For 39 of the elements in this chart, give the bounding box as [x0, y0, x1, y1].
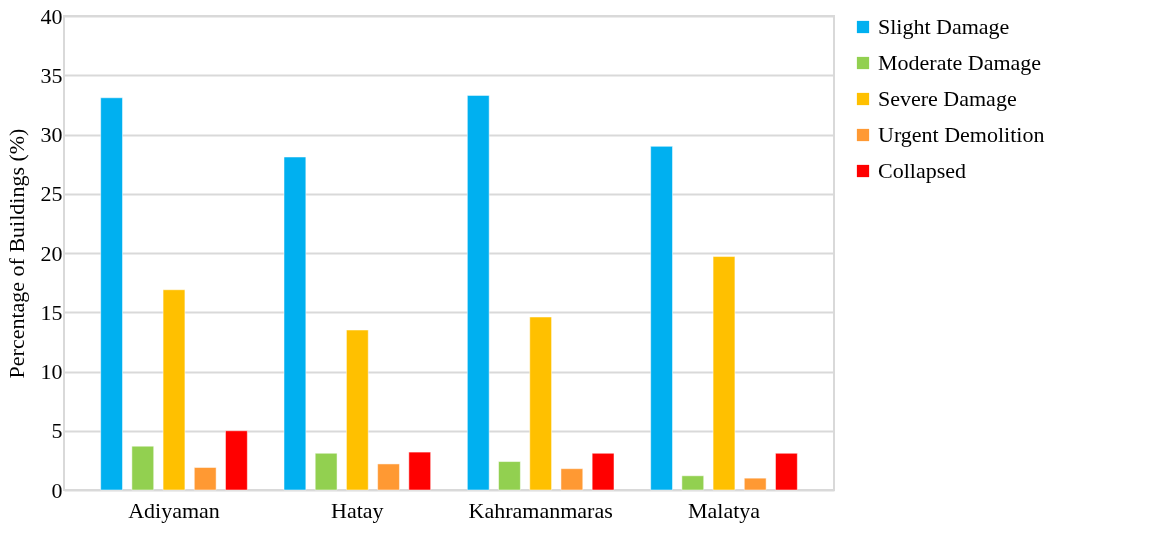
legend-label: Slight Damage: [878, 14, 1010, 39]
y-tick-label: 20: [40, 240, 63, 266]
bar: [591, 453, 615, 491]
bar: [162, 289, 186, 491]
bar: [467, 95, 490, 491]
legend-label: Severe Damage: [878, 86, 1017, 111]
bar: [377, 463, 400, 491]
bar: [560, 468, 584, 491]
y-tick-label: 10: [40, 359, 63, 384]
y-tick-label: 0: [51, 477, 63, 503]
x-tick-label: Kahramanmaras: [468, 497, 613, 523]
y-tick-label: 15: [40, 299, 63, 325]
bar: [346, 329, 369, 491]
legend-label: Collapsed: [878, 158, 966, 183]
y-tick-label: 30: [40, 122, 63, 147]
x-tick-label: Adiyaman: [128, 497, 220, 523]
bar: [408, 451, 431, 491]
y-axis-title: Percentage of Buildings (%): [3, 128, 29, 379]
bar: [681, 475, 704, 491]
bar: [314, 453, 338, 491]
bar: [194, 467, 217, 491]
y-tick-label: 35: [40, 62, 63, 88]
bar: [283, 156, 307, 491]
x-tick-label: Hatay: [331, 497, 384, 523]
y-tick-label: 40: [40, 3, 63, 29]
bar: [498, 461, 521, 491]
x-tick-label: Malatya: [687, 497, 761, 523]
bar: [712, 256, 736, 491]
bar: [775, 453, 798, 491]
legend-label: Urgent Demolition: [878, 122, 1045, 147]
y-tick-label: 25: [40, 181, 63, 207]
bar: [225, 430, 248, 491]
legend-label: Moderate Damage: [878, 50, 1042, 75]
bar: [100, 97, 123, 491]
bar: [529, 316, 552, 491]
bar: [650, 146, 673, 491]
y-tick-label: 5: [51, 418, 63, 444]
bar: [744, 477, 767, 491]
bar: [131, 445, 154, 491]
